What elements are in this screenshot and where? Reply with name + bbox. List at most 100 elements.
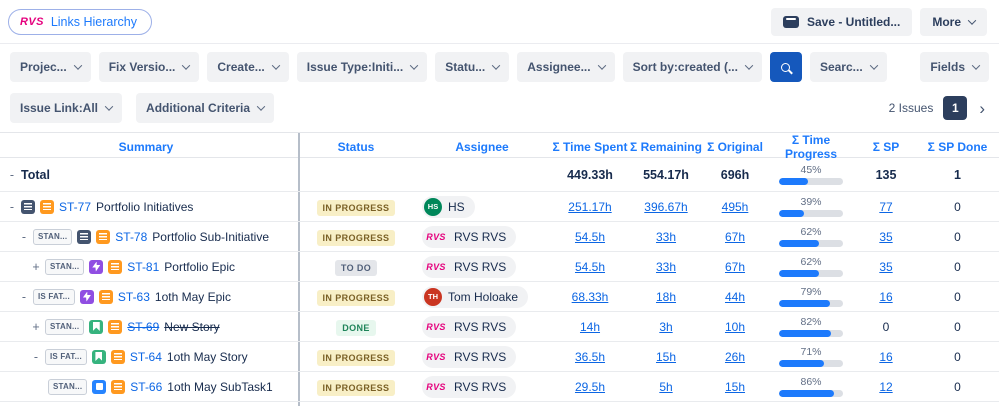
issue-key-link[interactable]: ST-63 — [117, 289, 150, 304]
filter-sort-by[interactable]: Sort by:created (... — [622, 52, 762, 82]
sp-link[interactable]: 77 — [879, 199, 893, 214]
remaining-link[interactable]: 396.67h — [644, 199, 688, 214]
issue-key-link[interactable]: ST-69 — [127, 319, 160, 334]
table-header: Summary Status Assignee Σ Time Spent Σ R… — [0, 132, 999, 161]
time-spent-link[interactable]: 29.5h — [574, 379, 606, 394]
collapse-toggle[interactable]: - — [21, 229, 27, 244]
issue-link-filter[interactable]: Issue Link:All — [10, 93, 123, 123]
chevron-down-icon — [182, 61, 191, 70]
issue-key-link[interactable]: ST-64 — [129, 349, 162, 364]
issue-key-link[interactable]: ST-81 — [127, 259, 160, 274]
filter-status[interactable]: Statu... — [435, 52, 510, 82]
column-header-assignee[interactable]: Assignee — [455, 140, 509, 154]
remaining-link[interactable]: 33h — [655, 259, 677, 274]
filter-bar: Projec... Fix Versio... Create... Issue … — [0, 44, 999, 88]
story-icon — [91, 349, 106, 364]
original-link[interactable]: 495h — [721, 199, 749, 214]
time-spent-link[interactable]: 54.5h — [574, 259, 606, 274]
story-icon — [89, 319, 104, 334]
initiative-icon — [77, 229, 92, 244]
assignee-pill: RVS RVS RVS — [422, 345, 517, 368]
collapse-toggle[interactable]: - — [9, 167, 15, 182]
sp-link[interactable]: 35 — [879, 229, 893, 244]
original-link[interactable]: 67h — [724, 229, 746, 244]
filter-fix-version[interactable]: Fix Versio... — [98, 52, 200, 82]
remaining-link[interactable]: 18h — [655, 289, 677, 304]
original-link[interactable]: 26h — [724, 349, 746, 364]
table-row: - IS FAT... ST-64 1oth May Story IN PROG… — [0, 342, 999, 372]
filter-issue-type[interactable]: Issue Type:Initi... — [296, 52, 428, 82]
remaining-link[interactable]: 15h — [655, 349, 677, 364]
issue-key-link[interactable]: ST-77 — [59, 199, 92, 214]
expand-toggle[interactable]: + — [32, 319, 40, 334]
filter-created[interactable]: Create... — [207, 52, 289, 82]
filter-assignee[interactable]: Assignee... — [517, 52, 615, 82]
lines-icon — [108, 259, 123, 274]
status-badge: IN PROGRESS — [316, 289, 396, 306]
column-header-sp-done[interactable]: Σ SP Done — [927, 140, 988, 154]
sp-link[interactable]: 16 — [879, 289, 893, 304]
initiative-icon — [21, 199, 35, 214]
column-header-original[interactable]: Σ Original — [707, 140, 763, 154]
column-header-time-progress[interactable]: Σ Time Progress — [784, 133, 838, 161]
save-icon — [782, 16, 799, 28]
collapse-toggle[interactable]: - — [21, 289, 27, 304]
remaining-link[interactable]: 5h — [659, 379, 673, 394]
criteria-bar: Issue Link:All Additional Criteria 2 Iss… — [0, 88, 999, 132]
column-header-summary[interactable]: Summary — [0, 133, 300, 161]
total-original: 696h — [720, 167, 750, 182]
column-header-status[interactable]: Status — [337, 140, 375, 154]
original-link[interactable]: 10h — [724, 319, 746, 334]
sp-link[interactable]: 12 — [879, 379, 893, 394]
issue-summary: New Story — [164, 319, 220, 334]
original-link[interactable]: 44h — [724, 289, 746, 304]
column-header-sp[interactable]: Σ SP — [872, 140, 900, 154]
lines-icon — [98, 289, 113, 304]
next-page-icon[interactable]: › — [979, 98, 985, 118]
total-time-spent: 449.33h — [567, 167, 613, 182]
remaining-link[interactable]: 33h — [655, 229, 677, 244]
sp-done-value: 0 — [954, 349, 961, 364]
collapse-toggle[interactable]: - — [9, 199, 15, 214]
original-link[interactable]: 15h — [724, 379, 746, 394]
page-number[interactable]: 1 — [943, 96, 968, 120]
sp-link[interactable]: 16 — [879, 349, 893, 364]
rvs-logo-icon: RVS — [20, 16, 44, 28]
sp-link[interactable]: 35 — [879, 259, 893, 274]
sp-done-value: 0 — [954, 229, 961, 244]
column-header-time-spent[interactable]: Σ Time Spent — [552, 140, 628, 154]
assignee-pill: RVS RVS RVS — [422, 375, 517, 398]
issue-key-link[interactable]: ST-66 — [130, 379, 163, 394]
time-spent-link[interactable]: 54.5h — [574, 229, 606, 244]
progress-percent: 71% — [800, 346, 822, 358]
expand-toggle[interactable]: + — [32, 259, 40, 274]
chevron-down-icon — [744, 61, 754, 70]
column-header-remaining[interactable]: Σ Remaining — [630, 140, 702, 154]
save-button[interactable]: Save - Untitled... — [770, 8, 913, 36]
sp-done-value: 0 — [954, 289, 961, 304]
time-spent-link[interactable]: 36.5h — [574, 349, 606, 364]
issue-key-link[interactable]: ST-78 — [115, 229, 148, 244]
table-row: - ST-77 Portfolio Initiatives IN PROGRES… — [0, 192, 999, 222]
lines-icon — [108, 319, 123, 334]
table-row: + STAN... ST-69 New Story DONE RVS RVS RV… — [0, 312, 999, 342]
remaining-link[interactable]: 3h — [659, 319, 673, 334]
filter-search-text[interactable]: Searc... — [809, 52, 887, 82]
app-logo-button[interactable]: RVS Links Hierarchy — [8, 9, 152, 35]
original-link[interactable]: 67h — [724, 259, 746, 274]
time-spent-link[interactable]: 14h — [579, 319, 601, 334]
app-title: Links Hierarchy — [50, 15, 137, 29]
time-spent-link[interactable]: 251.17h — [568, 199, 612, 214]
fields-button[interactable]: Fields — [920, 52, 989, 82]
time-spent-link[interactable]: 68.33h — [571, 289, 609, 304]
more-button[interactable]: More — [920, 8, 987, 36]
filter-project[interactable]: Projec... — [10, 52, 91, 82]
search-button[interactable] — [769, 52, 802, 82]
collapse-toggle[interactable]: - — [33, 349, 39, 364]
additional-criteria-button[interactable]: Additional Criteria — [136, 93, 275, 123]
chevron-down-icon — [971, 61, 981, 70]
chevron-down-icon — [597, 61, 606, 70]
assignee-name: RVS RVS — [454, 259, 507, 274]
status-badge: IN PROGRESS — [316, 199, 396, 216]
table-row: - STAN... ST-78 Portfolio Sub-Initiative… — [0, 222, 999, 252]
